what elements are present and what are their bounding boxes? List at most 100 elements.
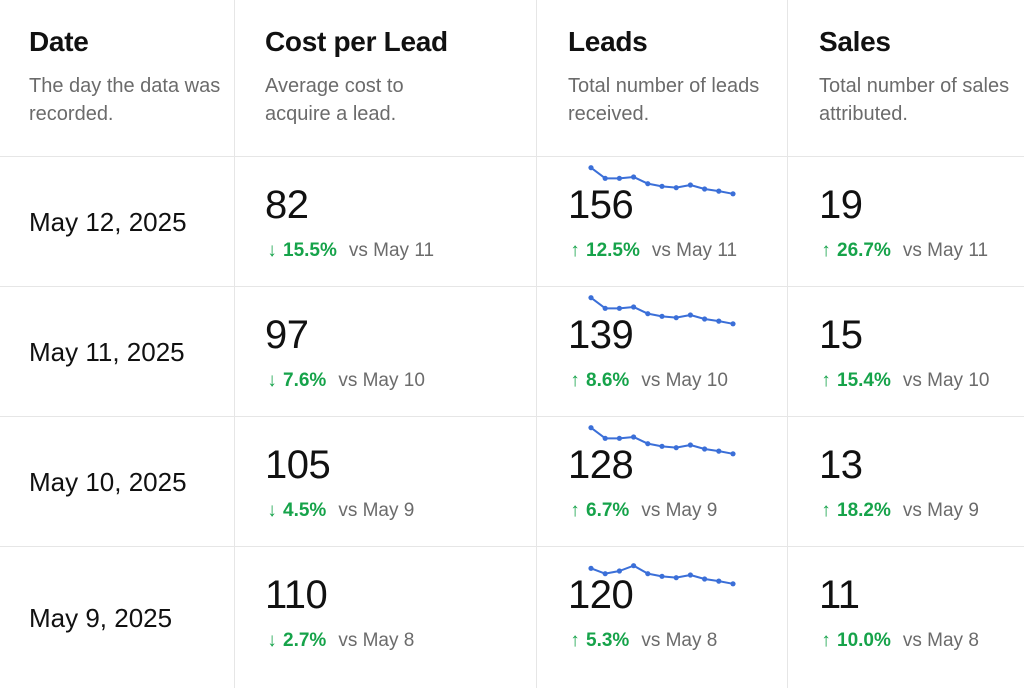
sparkline-point: [602, 571, 608, 577]
table-row: May 10, 2025 105 ↓ 4.5% vs May 9 128 ↑ 6.7%…: [0, 417, 1024, 547]
cost-per-lead-cell: 110 ↓ 2.7% vs May 8: [235, 547, 736, 688]
sparkline-point: [645, 181, 651, 187]
change-percent: 8.6%: [586, 370, 630, 391]
column-description: Average cost to acquire a lead.: [265, 75, 404, 125]
sparkline-point: [588, 565, 594, 571]
leads-metric: 128 ↑ 6.7% vs May 9: [568, 443, 717, 523]
sparkline-point: [687, 572, 693, 578]
leads-value: 128: [568, 443, 634, 487]
table-header: Date The day the data was recorded. Cost…: [0, 0, 1024, 157]
comparison-label: vs May 11: [651, 240, 738, 261]
change-line: ↑ 10.0% vs May 8: [819, 629, 979, 653]
change-percent: 2.7%: [283, 630, 327, 651]
sparkline-point: [631, 304, 637, 310]
sparkline-point: [716, 188, 722, 194]
date-cell: May 12, 2025: [0, 157, 235, 286]
comparison-label: vs May 9: [902, 500, 979, 521]
sales-metric: 19 ↑ 26.7% vs May 11: [819, 183, 988, 263]
change-percent: 7.6%: [283, 370, 327, 391]
column-title: Leads: [568, 26, 648, 57]
sparkline-point: [687, 442, 693, 448]
change-line: ↑ 12.5% vs May 11: [568, 239, 737, 263]
sparkline-point: [673, 185, 679, 191]
arrow-up-icon: ↑: [821, 240, 831, 261]
arrow-up-icon: ↑: [570, 370, 580, 391]
leads-metric: 156 ↑ 12.5% vs May 11: [568, 183, 737, 263]
change-line: ↓ 4.5% vs May 9: [265, 499, 414, 523]
change-percent: 6.7%: [586, 500, 630, 521]
sparkline-point: [702, 186, 708, 192]
sales-metric: 11 ↑ 10.0% vs May 8: [819, 573, 979, 653]
sales-value: 13: [819, 443, 863, 487]
arrow-up-icon: ↑: [570, 500, 580, 521]
change-percent: 15.5%: [283, 240, 337, 261]
sparkline-point: [673, 445, 679, 451]
table-row: May 11, 2025 97 ↓ 7.6% vs May 10 139 ↑ 8.6%…: [0, 287, 1024, 417]
sparkline-point: [659, 183, 665, 189]
sparkline-point: [730, 451, 736, 457]
change-line: ↓ 2.7% vs May 8: [265, 629, 414, 653]
sparkline-point: [631, 563, 637, 569]
date-cell: May 11, 2025: [0, 287, 235, 416]
sales-metric: 15 ↑ 15.4% vs May 10: [819, 313, 989, 393]
leads-cell: 139 ↑ 8.6% vs May 10: [537, 287, 788, 416]
change-percent: 12.5%: [586, 240, 640, 261]
change-line: ↑ 6.7% vs May 9: [568, 499, 717, 523]
sparkline-point: [616, 175, 622, 181]
sparkline-point: [645, 311, 651, 317]
sales-metric: 13 ↑ 18.2% vs May 9: [819, 443, 979, 523]
change-line: ↑ 15.4% vs May 10: [819, 369, 989, 393]
sales-cell: 11 ↑ 10.0% vs May 8: [788, 547, 1024, 688]
leads-metric: 139 ↑ 8.6% vs May 10: [568, 313, 728, 393]
change-percent: 26.7%: [837, 240, 891, 261]
cost-trend-sparkline: [588, 563, 736, 587]
sparkline-point: [687, 182, 693, 188]
cost-per-lead-cell: 105 ↓ 4.5% vs May 9: [235, 417, 736, 546]
change-line: ↑ 26.7% vs May 11: [819, 239, 988, 263]
change-percent: 10.0%: [837, 630, 891, 651]
column-title: Sales: [819, 26, 891, 57]
leads-metric: 120 ↑ 5.3% vs May 8: [568, 573, 717, 653]
comparison-label: vs May 11: [902, 240, 989, 261]
comparison-label: vs May 10: [902, 370, 990, 391]
column-title: Cost per Lead: [265, 26, 448, 57]
arrow-up-icon: ↑: [821, 630, 831, 651]
date-value: May 11, 2025: [29, 336, 185, 367]
change-line: ↓ 7.6% vs May 10: [265, 369, 425, 393]
sales-cell: 15 ↑ 15.4% vs May 10: [788, 287, 1024, 416]
sparkline-point: [730, 191, 736, 197]
leads-cell: 156 ↑ 12.5% vs May 11: [537, 157, 788, 286]
date-cell: May 9, 2025: [0, 547, 235, 688]
sparkline-point: [645, 441, 651, 447]
sparkline-point: [616, 305, 622, 311]
sparkline-point: [716, 448, 722, 454]
table-row: May 9, 2025 110 ↓ 2.7% vs May 8 120 ↑ 5.3% v…: [0, 547, 1024, 688]
sparkline-point: [631, 174, 637, 180]
comparison-label: vs May 10: [641, 370, 728, 391]
cost-per-lead-metric: 110 ↓ 2.7% vs May 8: [265, 573, 414, 653]
sparkline-point: [702, 316, 708, 322]
cost-trend-sparkline: [588, 425, 736, 457]
sales-value: 15: [819, 313, 863, 357]
date-cell: May 10, 2025: [0, 417, 235, 546]
cost-per-lead-value: 97: [265, 313, 309, 357]
comparison-label: vs May 8: [641, 630, 718, 651]
column-description: Total number of sales attributed.: [819, 75, 1010, 125]
cost-per-lead-value: 110: [265, 573, 328, 617]
leads-value: 156: [568, 183, 634, 227]
arrow-up-icon: ↑: [570, 630, 580, 651]
arrow-down-icon: ↓: [267, 370, 277, 391]
header-cell-leads: Leads Total number of leads received.: [537, 0, 788, 156]
change-line: ↑ 5.3% vs May 8: [568, 629, 717, 653]
arrow-up-icon: ↑: [821, 370, 831, 391]
change-percent: 4.5%: [283, 500, 327, 521]
table-row: May 12, 2025 82 ↓ 15.5% vs May 11 156 ↑ 12.…: [0, 157, 1024, 287]
comparison-label: vs May 9: [641, 500, 718, 521]
leads-value: 120: [568, 573, 634, 617]
sales-value: 11: [819, 573, 860, 617]
sparkline-point: [716, 578, 722, 584]
sparkline-point: [588, 425, 594, 431]
header-cell-sales: Sales Total number of sales attributed.: [788, 0, 1024, 156]
sparkline-point: [702, 576, 708, 582]
